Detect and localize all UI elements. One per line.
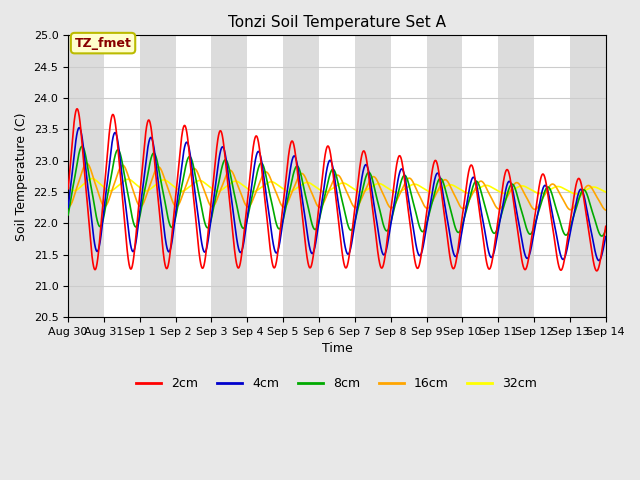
Bar: [283, 36, 319, 317]
Bar: [140, 36, 175, 317]
Bar: [211, 36, 247, 317]
Bar: [68, 36, 104, 317]
Bar: [426, 36, 462, 317]
Legend: 2cm, 4cm, 8cm, 16cm, 32cm: 2cm, 4cm, 8cm, 16cm, 32cm: [131, 372, 542, 396]
Bar: [498, 36, 534, 317]
X-axis label: Time: Time: [321, 342, 352, 356]
Text: TZ_fmet: TZ_fmet: [75, 36, 131, 49]
Bar: [355, 36, 390, 317]
Y-axis label: Soil Temperature (C): Soil Temperature (C): [15, 112, 28, 240]
Title: Tonzi Soil Temperature Set A: Tonzi Soil Temperature Set A: [228, 15, 446, 30]
Bar: [570, 36, 605, 317]
